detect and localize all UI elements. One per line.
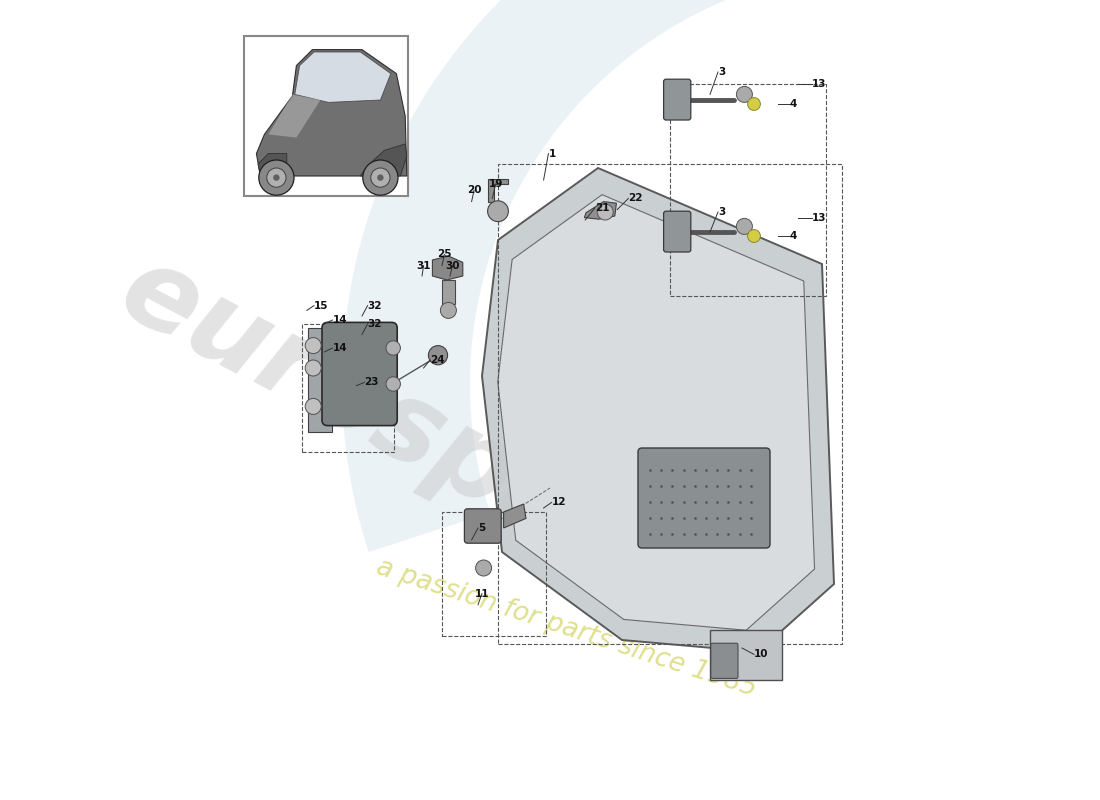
Circle shape bbox=[305, 398, 321, 414]
Circle shape bbox=[267, 168, 286, 187]
Polygon shape bbox=[361, 144, 407, 176]
FancyBboxPatch shape bbox=[711, 643, 738, 678]
Text: 31: 31 bbox=[416, 261, 431, 270]
Bar bbox=[302, 324, 394, 452]
Text: 20: 20 bbox=[466, 186, 482, 195]
Text: 14: 14 bbox=[332, 315, 346, 325]
Text: 24: 24 bbox=[430, 355, 444, 365]
Polygon shape bbox=[504, 504, 526, 528]
Circle shape bbox=[440, 302, 456, 318]
Polygon shape bbox=[432, 256, 463, 280]
Text: 4: 4 bbox=[790, 99, 798, 109]
FancyBboxPatch shape bbox=[710, 630, 782, 680]
Circle shape bbox=[363, 160, 398, 195]
Circle shape bbox=[305, 360, 321, 376]
Text: 32: 32 bbox=[367, 301, 382, 310]
Circle shape bbox=[736, 86, 752, 102]
Bar bbox=[498, 164, 842, 644]
Circle shape bbox=[428, 346, 448, 365]
Text: 1: 1 bbox=[549, 149, 556, 158]
FancyBboxPatch shape bbox=[322, 322, 397, 426]
Circle shape bbox=[377, 174, 384, 181]
FancyBboxPatch shape bbox=[663, 211, 691, 252]
Text: 23: 23 bbox=[364, 378, 378, 387]
Polygon shape bbox=[342, 0, 1100, 552]
Text: 30: 30 bbox=[446, 261, 460, 270]
Polygon shape bbox=[497, 194, 814, 630]
Text: eurospares: eurospares bbox=[102, 236, 773, 660]
Circle shape bbox=[273, 174, 279, 181]
Polygon shape bbox=[442, 280, 454, 304]
Circle shape bbox=[475, 560, 492, 576]
Polygon shape bbox=[258, 154, 287, 176]
Text: 13: 13 bbox=[812, 213, 826, 222]
Circle shape bbox=[305, 338, 321, 354]
Text: 3: 3 bbox=[718, 67, 725, 77]
Circle shape bbox=[748, 98, 760, 110]
Circle shape bbox=[258, 160, 294, 195]
Text: 32: 32 bbox=[367, 319, 382, 329]
Text: 19: 19 bbox=[488, 179, 503, 189]
Text: 25: 25 bbox=[437, 250, 452, 259]
Text: 12: 12 bbox=[551, 498, 566, 507]
FancyBboxPatch shape bbox=[638, 448, 770, 548]
Text: 3: 3 bbox=[718, 207, 725, 217]
Polygon shape bbox=[256, 50, 407, 176]
Polygon shape bbox=[268, 94, 320, 138]
Polygon shape bbox=[295, 52, 390, 102]
Text: 22: 22 bbox=[628, 194, 642, 203]
Text: 5: 5 bbox=[478, 523, 485, 533]
Text: 4: 4 bbox=[790, 231, 798, 241]
Text: 13: 13 bbox=[812, 79, 826, 89]
Polygon shape bbox=[487, 179, 507, 202]
Circle shape bbox=[386, 341, 400, 355]
Text: 14: 14 bbox=[332, 343, 346, 353]
Text: 15: 15 bbox=[314, 301, 329, 310]
Text: 11: 11 bbox=[475, 589, 490, 598]
Circle shape bbox=[748, 230, 760, 242]
Circle shape bbox=[736, 218, 752, 234]
Text: 10: 10 bbox=[754, 650, 769, 659]
Bar bbox=[244, 36, 408, 196]
Circle shape bbox=[371, 168, 390, 187]
FancyBboxPatch shape bbox=[663, 79, 691, 120]
Polygon shape bbox=[308, 328, 331, 432]
Polygon shape bbox=[584, 202, 616, 219]
Polygon shape bbox=[482, 168, 834, 652]
Circle shape bbox=[487, 201, 508, 222]
FancyBboxPatch shape bbox=[464, 509, 502, 543]
Bar bbox=[442, 512, 546, 636]
Circle shape bbox=[386, 377, 400, 391]
Text: a passion for parts since 1985: a passion for parts since 1985 bbox=[373, 554, 759, 702]
Text: 21: 21 bbox=[595, 203, 609, 213]
Bar bbox=[670, 84, 826, 296]
Circle shape bbox=[597, 204, 613, 220]
